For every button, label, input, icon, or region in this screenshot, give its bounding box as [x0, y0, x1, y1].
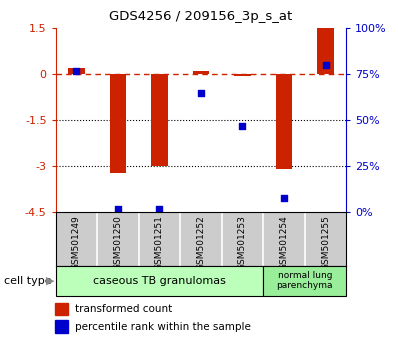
Bar [55, 320, 68, 333]
Text: transformed count: transformed count [75, 304, 172, 314]
Text: GSM501250: GSM501250 [113, 215, 123, 270]
Point [73, 68, 80, 74]
Bar [317, 28, 334, 74]
Text: GSM501249: GSM501249 [72, 215, 81, 270]
Bar [110, 74, 126, 172]
Point [115, 206, 121, 212]
Text: percentile rank within the sample: percentile rank within the sample [75, 322, 251, 332]
Bar [68, 68, 85, 74]
Text: ▶: ▶ [45, 275, 54, 286]
Bar [56, 266, 263, 296]
Title: GDS4256 / 209156_3p_s_at: GDS4256 / 209156_3p_s_at [109, 10, 293, 23]
Bar [151, 74, 168, 166]
Point [198, 90, 204, 96]
Bar [193, 71, 209, 74]
Text: GSM501255: GSM501255 [321, 215, 330, 270]
Point [322, 62, 329, 68]
Text: cell type: cell type [4, 275, 52, 286]
Point [239, 123, 246, 129]
Text: GSM501252: GSM501252 [197, 215, 205, 270]
Text: GSM501254: GSM501254 [279, 215, 289, 270]
Bar [276, 74, 292, 170]
Text: GSM501253: GSM501253 [238, 215, 247, 270]
Point [281, 195, 287, 200]
Bar [55, 303, 68, 315]
Text: GSM501251: GSM501251 [155, 215, 164, 270]
Text: caseous TB granulomas: caseous TB granulomas [93, 275, 226, 286]
Text: normal lung
parenchyma: normal lung parenchyma [277, 271, 333, 290]
Point [156, 206, 163, 212]
Bar [263, 266, 346, 296]
Bar [234, 74, 251, 76]
